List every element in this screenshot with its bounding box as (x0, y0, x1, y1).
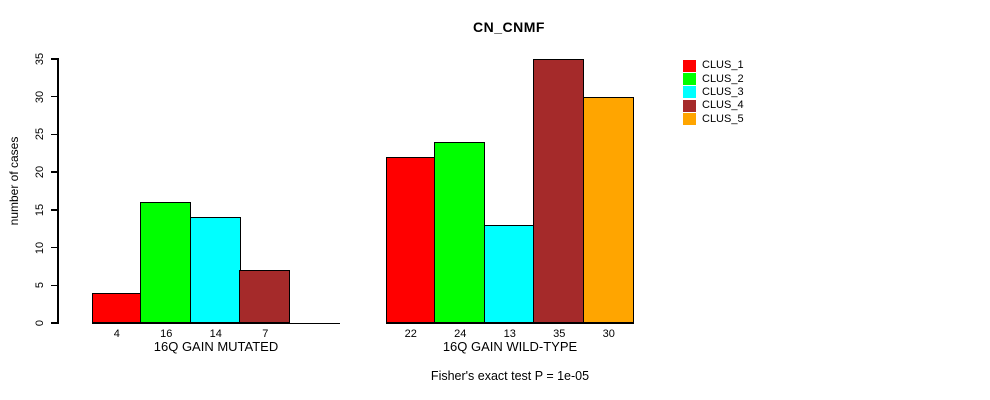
bar-clus_1 (92, 293, 142, 323)
bar-value-label: 24 (454, 328, 467, 340)
bar-value-label: 22 (404, 328, 417, 340)
y-tick-label: 35 (34, 52, 46, 66)
legend-item-clus_3: CLUS_3 (683, 86, 744, 99)
y-tick (51, 171, 58, 173)
legend: CLUS_1 CLUS_2 CLUS_3 CLUS_4 CLUS_5 (683, 59, 744, 126)
bar-clus_4 (239, 270, 290, 323)
legend-swatch-clus_5 (683, 113, 696, 126)
legend-item-clus_4: CLUS_4 (683, 99, 744, 112)
legend-label: CLUS_2 (702, 72, 744, 85)
y-tick-label: 0 (34, 319, 46, 327)
bar-value-label: 4 (113, 328, 120, 340)
y-axis (57, 58, 59, 324)
legend-item-clus_1: CLUS_1 (683, 59, 744, 72)
y-tick-label: 30 (34, 90, 46, 103)
legend-swatch-clus_2 (683, 73, 696, 86)
bar-clus_1 (386, 157, 436, 323)
chart-title: CN_CNMF (473, 19, 545, 35)
group-label-mutated: 16Q GAIN MUTATED (153, 339, 279, 354)
bar-clus_3 (483, 225, 535, 323)
legend-label: CLUS_4 (702, 99, 744, 112)
legend-label: CLUS_3 (702, 85, 744, 98)
bar-value-label: 30 (602, 328, 615, 340)
bar-value-label: 7 (262, 328, 269, 340)
x-axis-wildtype (386, 322, 634, 324)
y-tick-label: 25 (34, 128, 46, 141)
bar-value-label: 16 (160, 328, 173, 340)
legend-label: CLUS_1 (702, 59, 744, 72)
bar-clus_5 (582, 97, 634, 323)
bar-clus_3 (189, 217, 241, 323)
footnote-fisher-test: Fisher's exact test P = 1e-05 (430, 369, 590, 383)
bar-clus_2 (140, 202, 191, 323)
y-tick-label: 10 (34, 241, 46, 254)
legend-swatch-clus_3 (683, 86, 696, 99)
y-axis-label: number of cases (7, 136, 21, 226)
legend-swatch-clus_1 (683, 59, 696, 72)
y-tick (51, 95, 58, 98)
y-tick (51, 284, 58, 287)
bar-clus_4 (533, 59, 584, 323)
y-tick (51, 322, 58, 324)
group-label-wildtype: 16Q GAIN WILD-TYPE (442, 339, 578, 354)
y-tick-label: 5 (34, 282, 46, 289)
legend-item-clus_2: CLUS_2 (683, 72, 744, 86)
legend-item-clus_5: CLUS_5 (683, 113, 744, 126)
y-tick-label: 15 (34, 203, 46, 216)
y-tick (51, 246, 58, 249)
y-tick (51, 58, 58, 60)
bar-value-label: 14 (209, 328, 222, 340)
bar-value-label: 13 (503, 328, 516, 340)
legend-swatch-clus_4 (683, 99, 696, 112)
y-tick-label: 20 (34, 166, 46, 179)
legend-label: CLUS_5 (702, 112, 744, 125)
y-tick (51, 133, 58, 136)
x-axis-mutated (92, 322, 340, 324)
y-tick (51, 209, 58, 211)
bar-value-label: 35 (553, 328, 566, 340)
bar-clus_2 (434, 142, 485, 323)
